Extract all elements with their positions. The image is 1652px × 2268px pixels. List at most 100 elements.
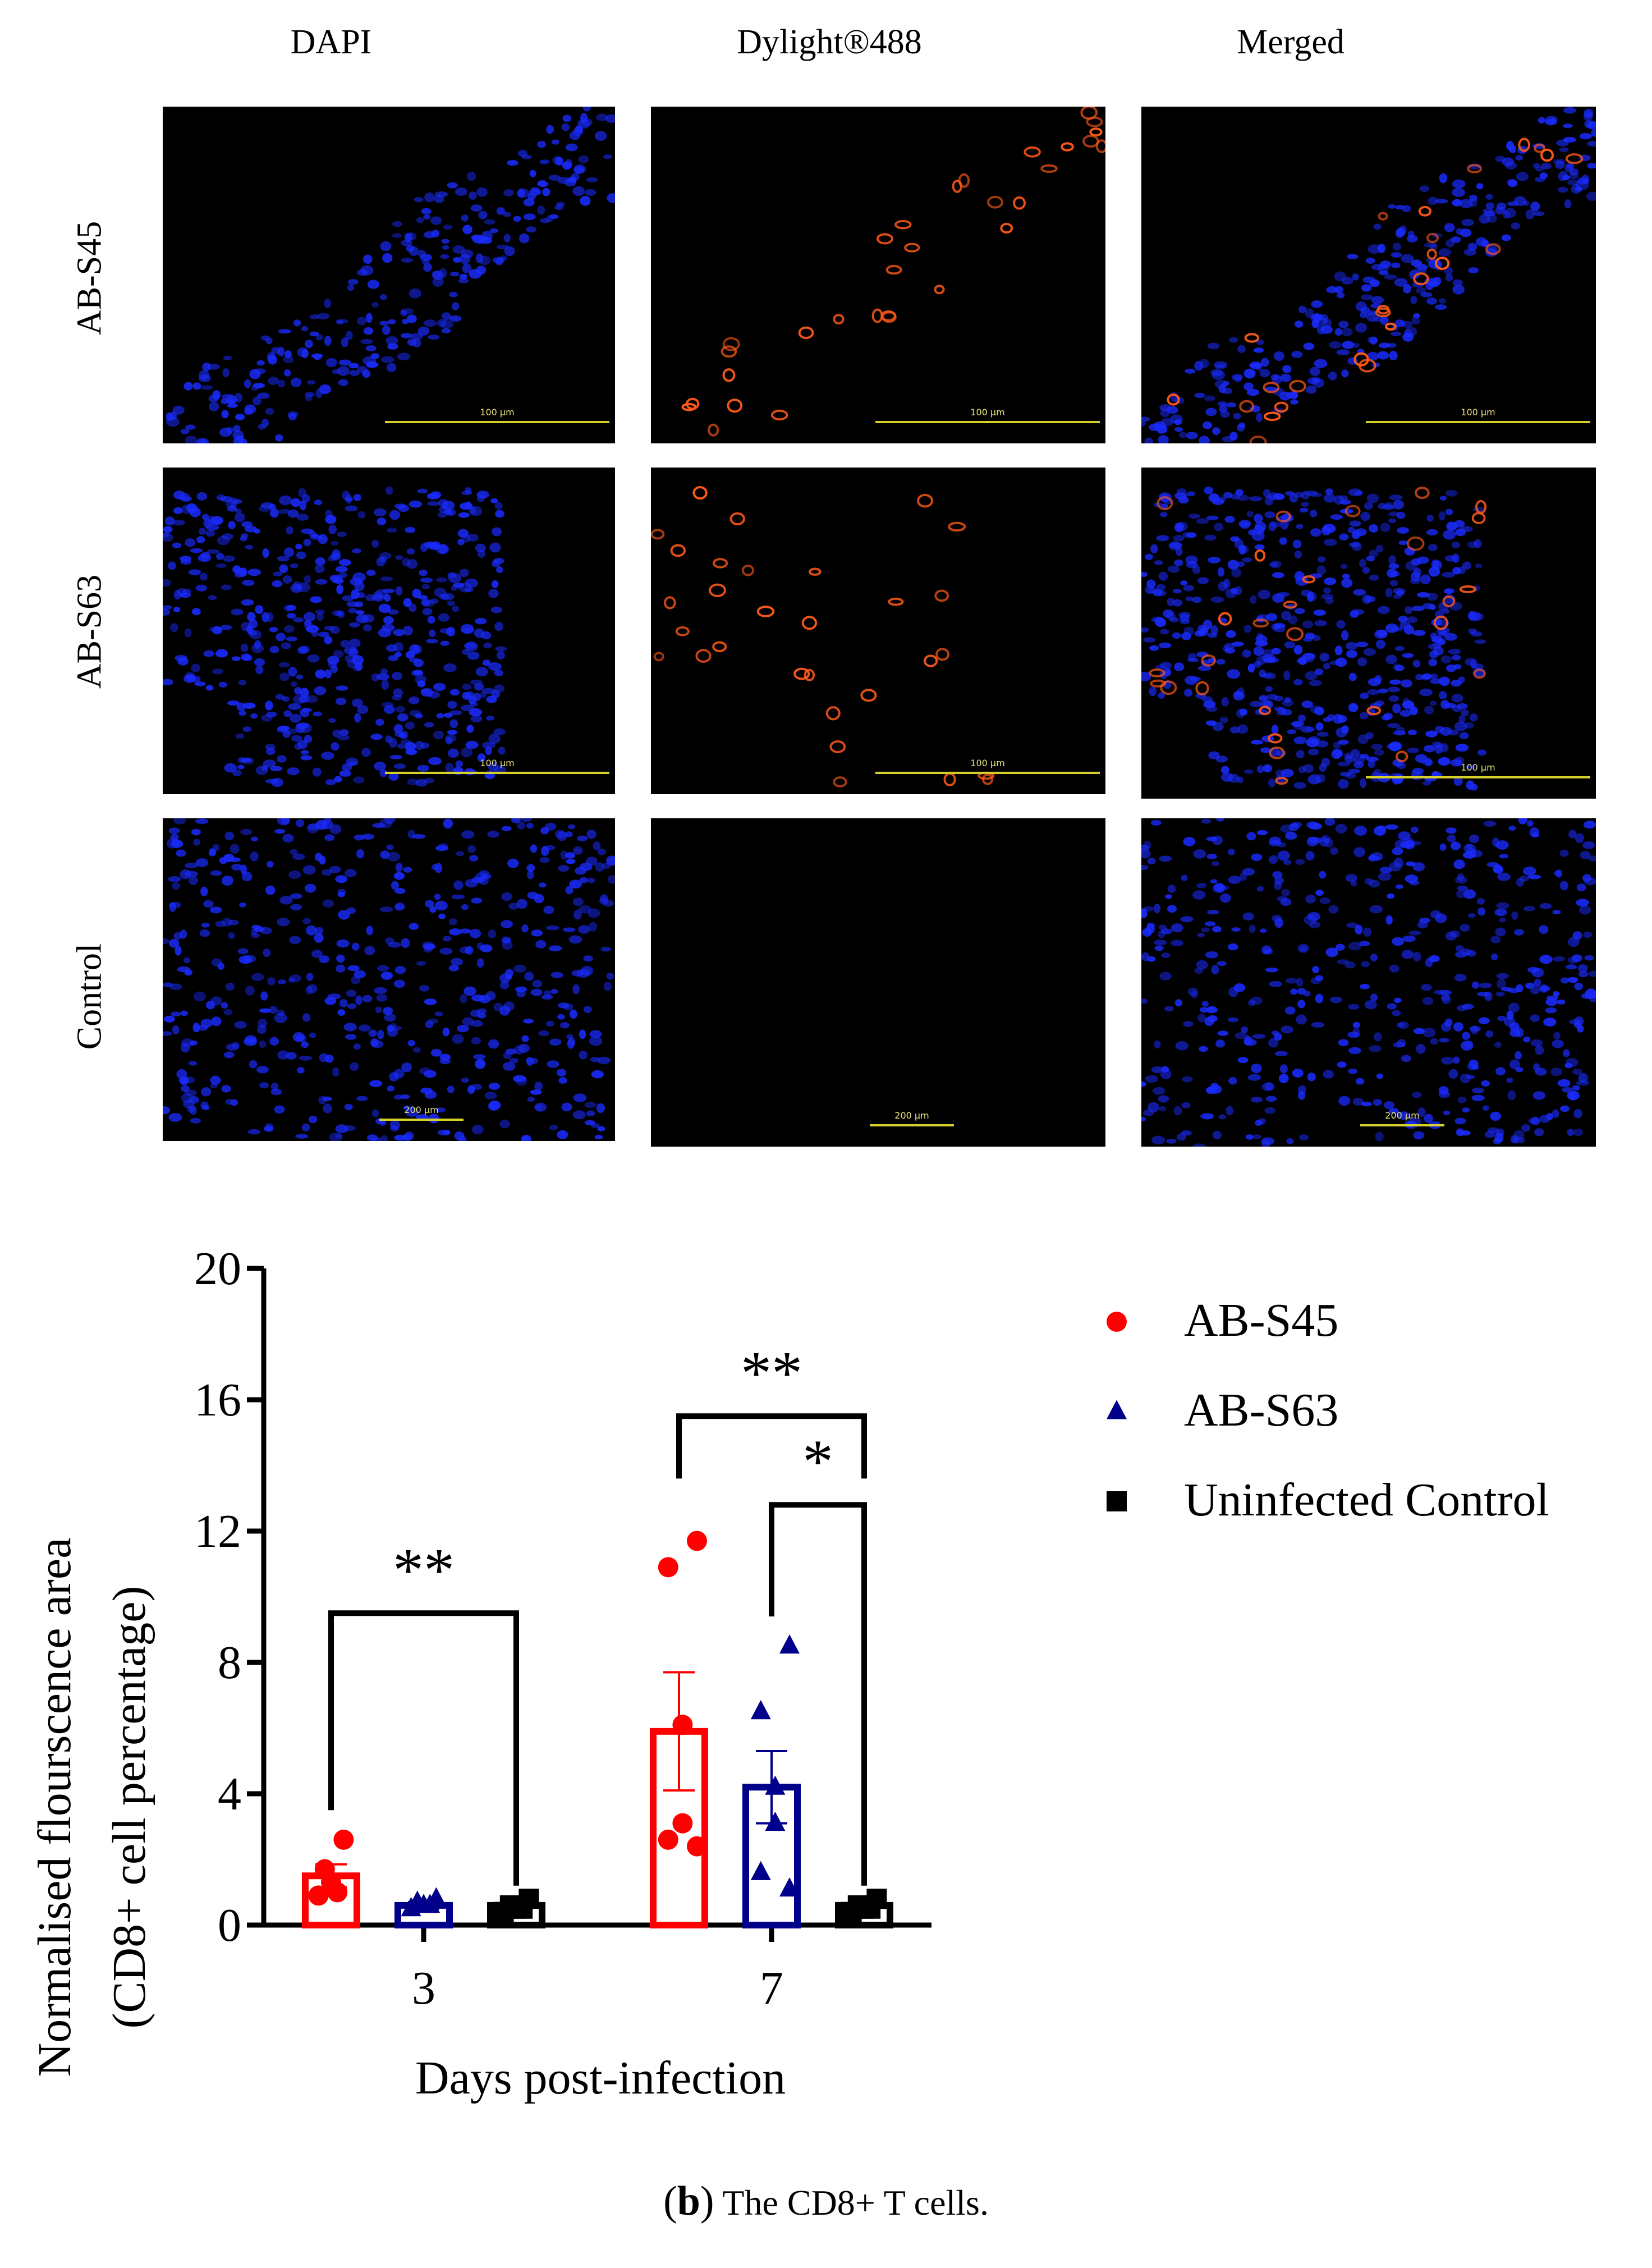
scale-bar — [385, 772, 609, 774]
nucleus — [484, 1092, 497, 1099]
nucleus — [579, 877, 588, 883]
nucleus — [310, 533, 319, 538]
nucleus — [467, 845, 476, 853]
nucleus — [535, 940, 547, 949]
nucleus — [199, 439, 207, 443]
nucleus — [1250, 996, 1263, 1005]
nucleus — [1523, 906, 1535, 911]
nucleus — [1360, 692, 1369, 699]
stained-cell — [1218, 612, 1232, 626]
nucleus — [439, 947, 453, 955]
nucleus — [173, 491, 185, 500]
nucleus — [1445, 489, 1458, 497]
nucleus — [409, 288, 421, 299]
nucleus — [168, 876, 181, 882]
nucleus — [530, 844, 538, 853]
nucleus — [1169, 617, 1179, 622]
nucleus — [1374, 826, 1386, 836]
nucleus — [517, 188, 525, 198]
x-axis-label: Days post-infection — [415, 2052, 786, 2104]
nucleus — [286, 636, 298, 642]
stained-cell — [981, 773, 994, 785]
nucleus — [250, 713, 258, 719]
data-point — [672, 1715, 693, 1735]
stained-cell — [729, 512, 745, 526]
nucleus — [594, 1134, 603, 1140]
nucleus — [1368, 759, 1375, 768]
nucleus — [163, 1015, 175, 1023]
nucleus — [1528, 1117, 1540, 1124]
nucleus — [462, 263, 472, 274]
stained-cell — [756, 606, 775, 617]
nucleus — [1388, 511, 1400, 517]
nucleus — [1301, 501, 1310, 507]
nucleus — [480, 237, 493, 244]
nucleus — [328, 524, 337, 534]
nucleus — [501, 936, 511, 944]
nucleus — [1307, 748, 1319, 755]
nucleus — [1429, 604, 1436, 610]
nucleus — [289, 936, 301, 945]
nucleus — [1237, 1057, 1249, 1064]
nucleus — [405, 526, 416, 533]
nucleus — [171, 882, 180, 890]
nucleus — [491, 527, 502, 537]
nucleus — [1259, 669, 1266, 678]
nucleus — [1160, 1069, 1172, 1079]
nucleus — [314, 853, 323, 862]
significance-label: ** — [393, 1536, 455, 1604]
nucleus — [1440, 655, 1452, 664]
nucleus — [1388, 204, 1396, 209]
nucleus — [1226, 1106, 1234, 1116]
nucleus — [504, 246, 515, 256]
nucleus — [1204, 1113, 1214, 1120]
nucleus — [1285, 832, 1297, 840]
nucleus — [259, 1008, 271, 1013]
nucleus — [569, 879, 582, 889]
stained-cell — [1024, 146, 1041, 158]
nucleus — [222, 368, 230, 378]
nucleus — [340, 640, 350, 648]
nucleus — [1508, 1002, 1520, 1013]
nucleus — [1569, 172, 1579, 180]
nucleus — [211, 958, 222, 967]
nucleus — [169, 902, 176, 912]
nucleus — [406, 548, 415, 555]
nucleus — [377, 517, 387, 525]
nucleus — [309, 331, 319, 337]
nucleus — [1467, 541, 1477, 548]
nucleus — [1159, 972, 1172, 980]
nucleus — [1522, 867, 1536, 876]
nucleus — [1180, 916, 1194, 923]
nucleus — [597, 1126, 605, 1131]
nucleus — [290, 563, 299, 569]
nucleus — [1142, 928, 1153, 937]
nucleus — [1274, 1033, 1282, 1041]
nucleus — [526, 823, 534, 829]
nucleus — [436, 577, 447, 583]
nucleus — [283, 710, 292, 717]
stained-cell — [670, 544, 686, 557]
data-point — [779, 1877, 800, 1897]
nucleus — [163, 579, 172, 587]
nucleus — [1348, 1004, 1360, 1010]
nucleus — [1296, 524, 1304, 529]
stained-cell — [888, 597, 904, 606]
nucleus — [470, 204, 483, 212]
nucleus — [1446, 827, 1457, 834]
nucleus — [1374, 1032, 1382, 1042]
nucleus — [449, 272, 460, 277]
nucleus — [263, 759, 276, 768]
nucleus — [1250, 363, 1261, 369]
nucleus — [331, 540, 339, 546]
nucleus — [397, 713, 409, 722]
nucleus — [395, 863, 403, 872]
nucleus — [1388, 695, 1399, 702]
nucleus — [421, 584, 430, 589]
nucleus — [1399, 621, 1411, 629]
nucleus — [170, 623, 178, 633]
nucleus — [1200, 627, 1209, 633]
stained-cell — [1275, 510, 1291, 523]
stained-cell — [793, 667, 810, 680]
nucleus — [245, 544, 253, 549]
